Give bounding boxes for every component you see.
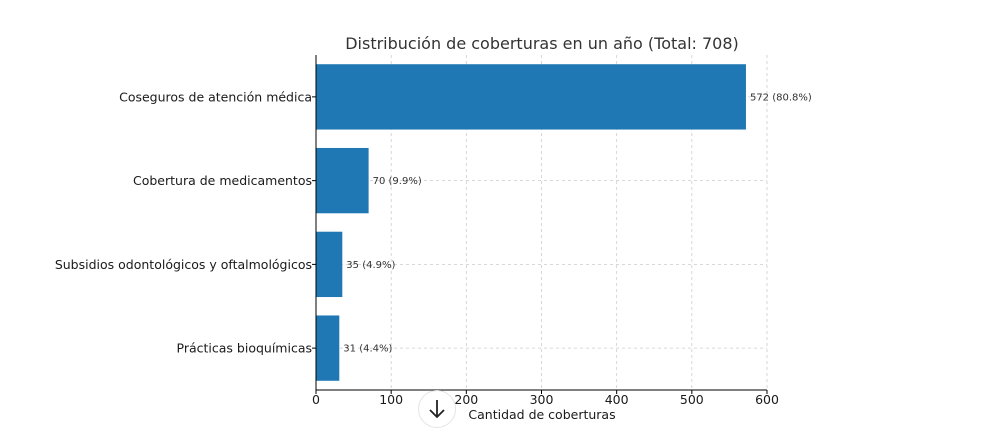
bar-data-label: 35 (4.9%)	[346, 260, 395, 271]
y-category-label: Prácticas bioquímicas	[177, 341, 312, 356]
scroll-down-button[interactable]	[418, 390, 456, 428]
bar-data-label: 572 (80.8%)	[750, 92, 812, 103]
x-tick-label: 200	[454, 392, 478, 407]
bar	[316, 231, 343, 298]
chart-title: Distribución de coberturas en un año (To…	[345, 34, 739, 53]
x-axis-title: Cantidad de coberturas	[468, 407, 615, 422]
bars	[316, 64, 746, 381]
x-tick-label: 0	[312, 392, 320, 407]
y-category-label: Coseguros de atención médica	[119, 89, 312, 104]
data-labels: 572 (80.8%) 70 (9.9%) 35 (4.9%) 31 (4.4%)	[343, 92, 812, 354]
x-tick-label: 300	[530, 392, 554, 407]
bar	[316, 315, 340, 381]
bar	[316, 147, 369, 214]
bar-data-label: 31 (4.4%)	[343, 344, 392, 355]
arrow-down-icon	[429, 400, 445, 419]
y-category-label: Subsidios odontológicos y oftalmológicos	[55, 257, 312, 272]
y-category-label: Cobertura de medicamentos	[133, 173, 312, 188]
x-tick-label: 400	[605, 392, 629, 407]
x-tick-label: 100	[379, 392, 403, 407]
bar	[316, 64, 746, 130]
bar-data-label: 70 (9.9%)	[373, 176, 422, 187]
y-axis-category-labels: Coseguros de atención médica Cobertura de…	[55, 89, 316, 356]
x-tick-label: 500	[680, 392, 704, 407]
x-axis-ticks: 0 100 200 300 400 500 600	[312, 390, 779, 407]
x-tick-label: 600	[755, 392, 779, 407]
